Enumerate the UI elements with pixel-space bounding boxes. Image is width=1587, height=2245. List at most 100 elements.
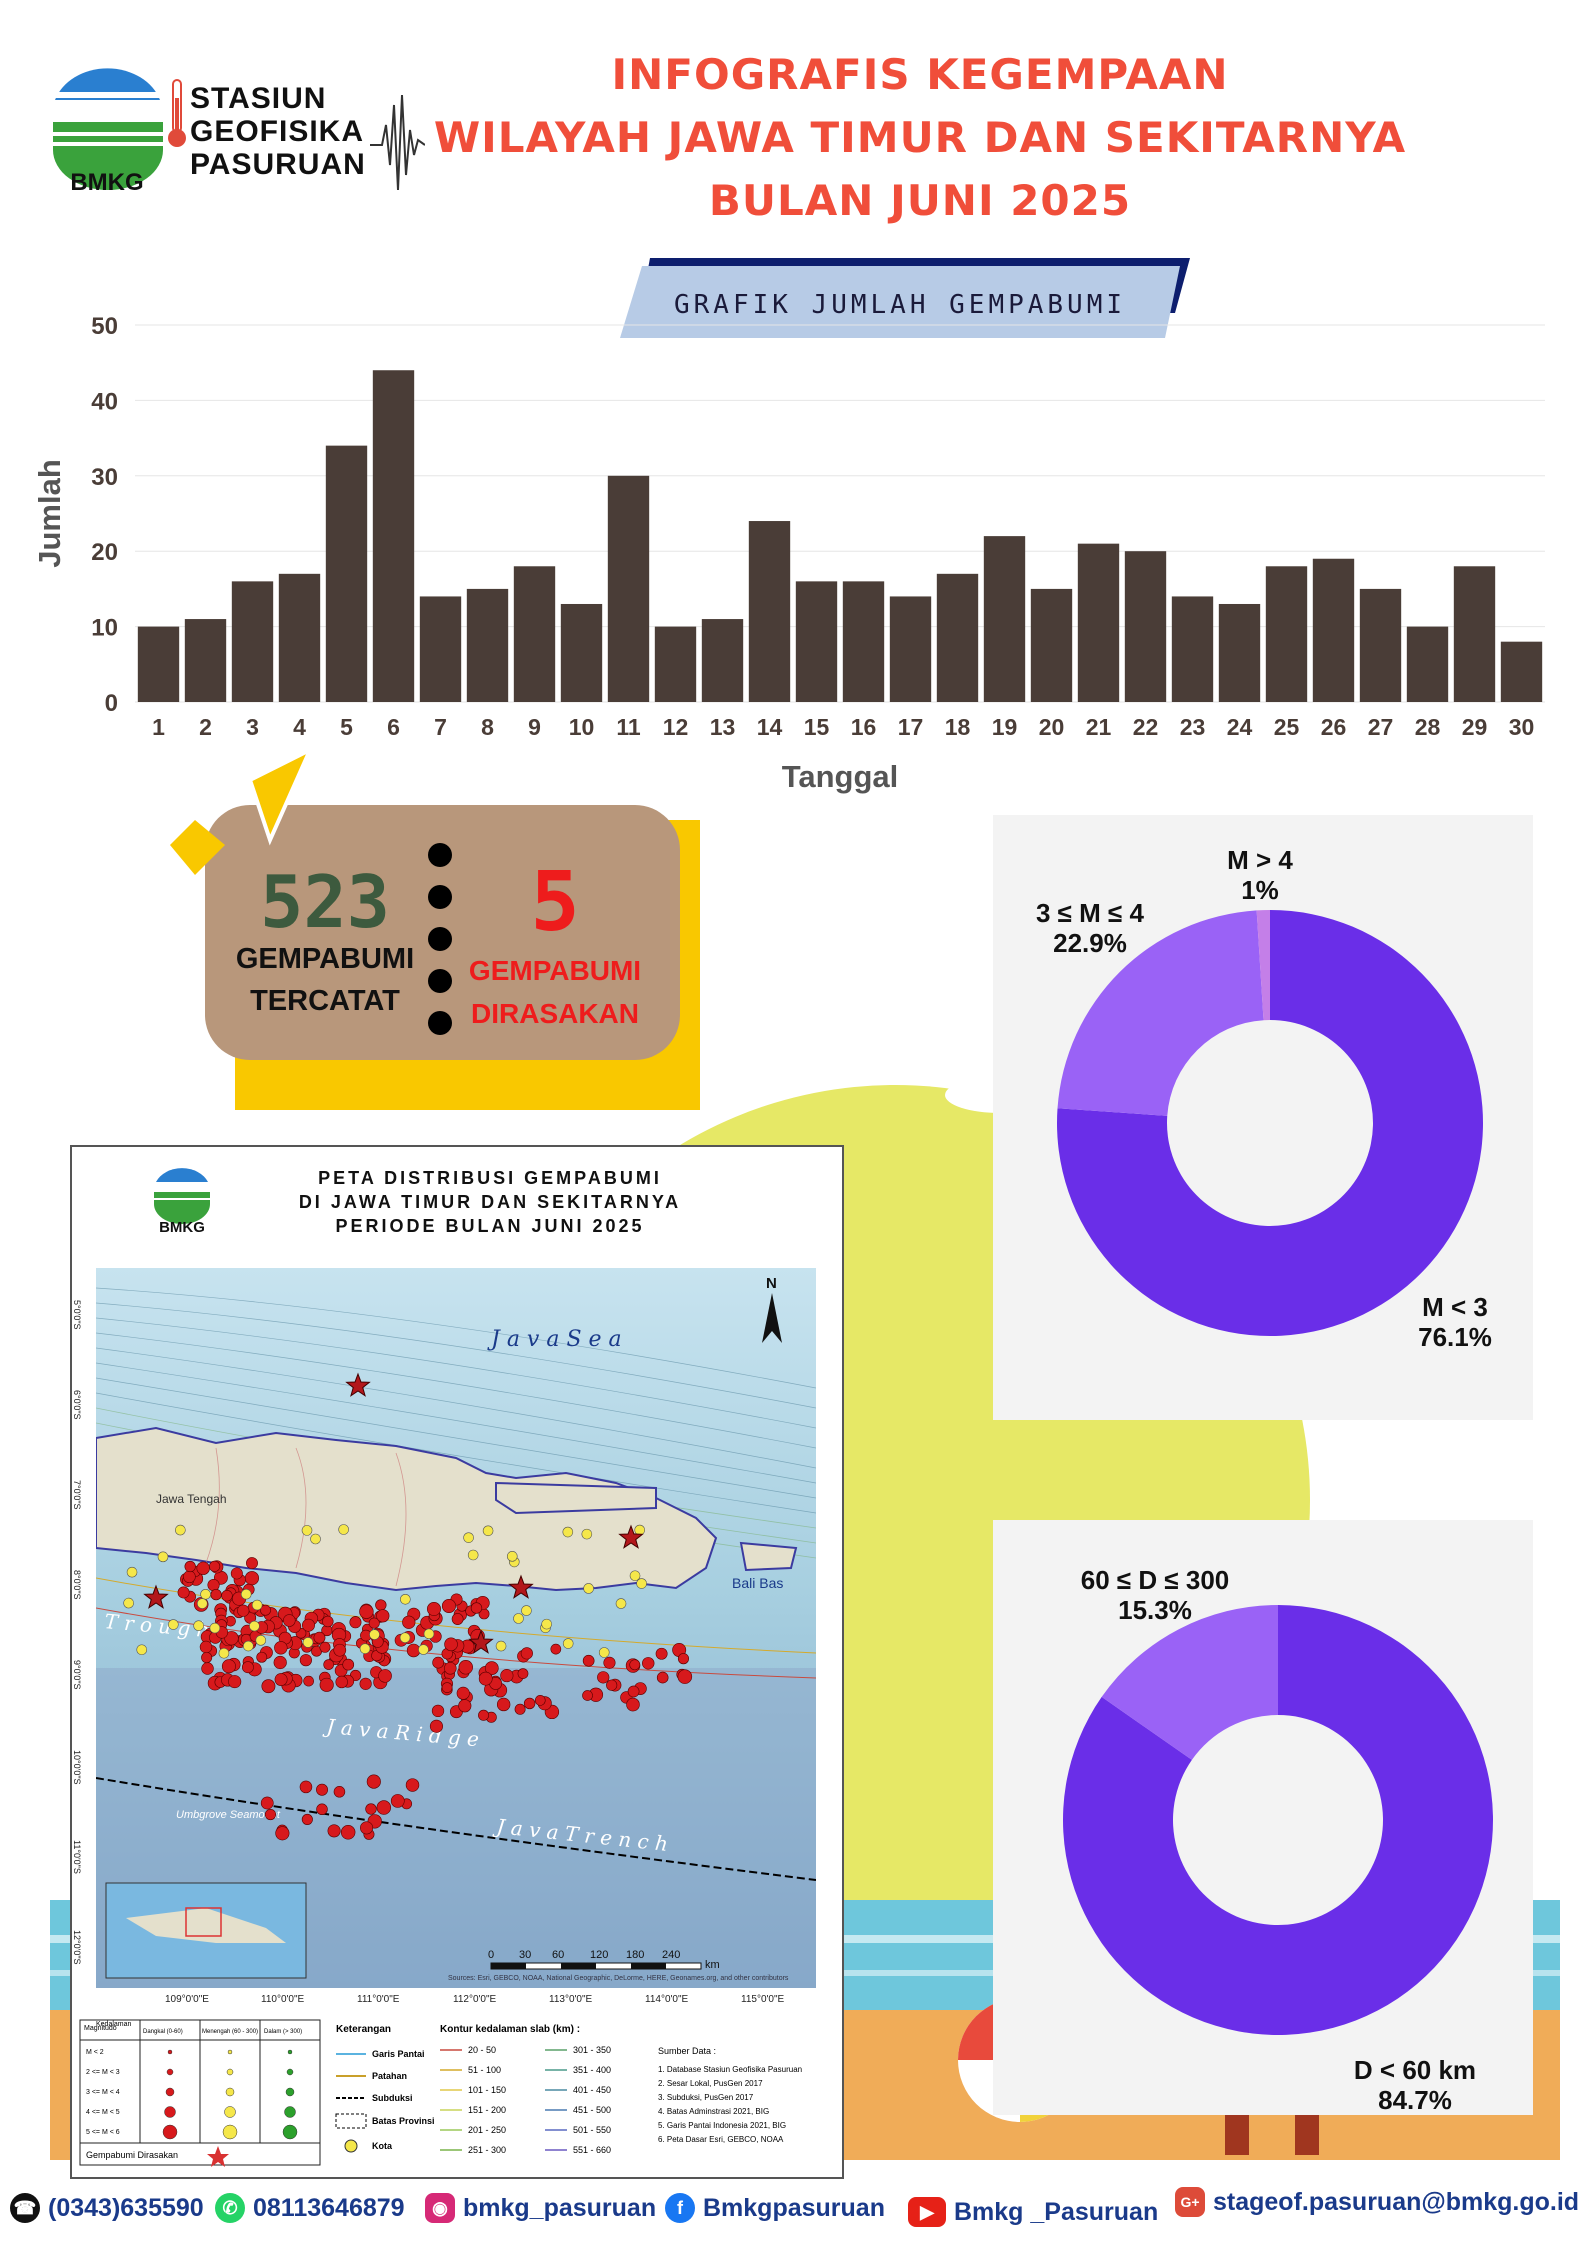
- quake-point: [406, 1643, 421, 1658]
- quake-point: [376, 1609, 390, 1623]
- quake-point: [209, 1560, 221, 1572]
- donut-depth-label-shallow-value: 84.7%: [1378, 2085, 1452, 2115]
- quake-point: [275, 1826, 290, 1841]
- quake-point: [534, 1695, 546, 1706]
- footer-instagram[interactable]: ◉ bmkg_pasuruan: [425, 2193, 656, 2223]
- footer-youtube[interactable]: ▶ Bmkg _Pasuruan: [908, 2197, 1158, 2227]
- contour-range-label: 20 - 50: [468, 2045, 496, 2055]
- contour-range-label: 251 - 300: [468, 2145, 506, 2155]
- quake-point-medium: [463, 1532, 474, 1543]
- quake-point-medium: [636, 1578, 647, 1589]
- bar: [607, 475, 650, 702]
- lon-tick-label: 112°0'0"E: [453, 1994, 497, 2005]
- legend-dot: [227, 2049, 233, 2055]
- quake-point-medium: [193, 1620, 204, 1632]
- instagram-icon: ◉: [425, 2193, 455, 2223]
- felt-label-line-2: DIRASAKAN: [471, 998, 639, 1029]
- quake-point: [402, 1615, 416, 1629]
- quake-point: [319, 1677, 334, 1692]
- footer-email[interactable]: G+ stageof.pasuruan@bmkg.go.id: [1175, 2187, 1579, 2217]
- quake-point: [224, 1631, 239, 1646]
- quake-point: [303, 1675, 314, 1687]
- y-tick-label: 0: [105, 690, 118, 717]
- quake-point: [184, 1560, 196, 1573]
- x-tick-label: 24: [1227, 714, 1253, 740]
- lat-tick-label: 7°0'0"S: [72, 1480, 82, 1510]
- felt-quake-star: [143, 1584, 169, 1609]
- legend-felt-label: Gempabumi Dirasakan: [86, 2150, 178, 2160]
- legend-depth-col-1: Dangkal (0-60): [143, 2029, 183, 2035]
- quake-point-medium: [423, 1628, 435, 1640]
- donut-slice: [1101, 1605, 1278, 1760]
- quake-point: [376, 1800, 392, 1815]
- quake-point: [444, 1637, 458, 1652]
- quake-point-medium: [168, 1619, 179, 1630]
- map-label-bali: Bali Bas: [732, 1575, 783, 1591]
- legend-mag-row-2: 2 <= M < 3: [86, 2069, 120, 2076]
- recorded-count: 523: [259, 860, 391, 944]
- felt-quake-star: [468, 1629, 494, 1654]
- quake-point: [319, 1641, 331, 1653]
- google-plus-icon: G+: [1175, 2187, 1205, 2217]
- y-axis-label: Jumlah: [32, 459, 67, 568]
- quake-point-medium: [157, 1551, 169, 1563]
- quake-point: [333, 1786, 346, 1798]
- map-legend: Magnitudo Kedalaman Dangkal (0-60) Menen…: [79, 2019, 802, 2167]
- quake-point: [603, 1656, 616, 1669]
- footer-whatsapp[interactable]: ✆ 08113646879: [215, 2193, 405, 2223]
- scale-label-5: 240: [662, 1949, 680, 1961]
- quake-point: [496, 1697, 511, 1712]
- bar: [184, 619, 227, 702]
- map-title-line-3: PERIODE BULAN JUNI 2025: [335, 1216, 645, 1236]
- legend-dot: [162, 2124, 178, 2140]
- donut-mag-label-m3-value: 76.1%: [1418, 1322, 1492, 1352]
- lon-tick-label: 113°0'0"E: [549, 1994, 593, 2005]
- quake-point-medium: [249, 1620, 260, 1632]
- quake-point: [427, 1602, 441, 1616]
- x-tick-label: 1: [152, 714, 165, 740]
- lat-tick-label: 12°0'0"S: [72, 1930, 82, 1965]
- quake-point-medium: [136, 1644, 148, 1656]
- legend-source-title: Sumber Data :: [658, 2046, 716, 2056]
- donut-depth-label-mid-name: 60 ≤ D ≤ 300: [1080, 1565, 1230, 1595]
- contour-range-label: 551 - 660: [573, 2145, 611, 2155]
- seismograph-icon: [370, 94, 425, 191]
- quake-point-medium: [583, 1583, 594, 1594]
- legend-source-6: 6. Peta Dasar Esri, GEBCO, NOAA: [658, 2135, 784, 2144]
- bar: [1265, 566, 1308, 702]
- donut-mag-label-m34-value: 22.9%: [1053, 928, 1127, 958]
- north-arrow-icon: N: [762, 1275, 782, 1343]
- footer-facebook-text: Bmkgpasuruan: [703, 2193, 885, 2222]
- quake-point: [429, 1719, 443, 1733]
- chart-banner: GRAFIK JUMLAH GEMPABUMI: [620, 258, 1190, 338]
- bar: [1453, 566, 1496, 702]
- quake-point: [405, 1778, 420, 1792]
- bar: [1124, 551, 1167, 702]
- quake-point-medium: [399, 1632, 411, 1643]
- bar: [1500, 641, 1543, 702]
- quake-point: [210, 1589, 222, 1601]
- quake-point: [316, 1803, 328, 1816]
- quake-point: [301, 1813, 313, 1825]
- quake-point: [458, 1699, 472, 1713]
- legend-keterangan-title: Keterangan: [336, 2024, 391, 2035]
- quake-point: [359, 1604, 374, 1619]
- quake-point: [359, 1677, 372, 1690]
- quake-point-medium: [513, 1613, 524, 1624]
- legend-item-province: Batas Provinsi: [372, 2116, 435, 2126]
- felt-quake-star: [345, 1372, 371, 1397]
- quake-point: [302, 1618, 315, 1632]
- legend-dot: [167, 2049, 173, 2055]
- map-source-note: Sources: Esri, GEBCO, NOAA, National Geo…: [448, 1975, 789, 1982]
- quake-point: [451, 1613, 464, 1625]
- lon-tick-label: 111°0'0"E: [357, 1994, 400, 2005]
- quake-point: [299, 1780, 313, 1794]
- quake-point: [365, 1803, 377, 1815]
- x-tick-label: 12: [663, 714, 689, 740]
- donut-mag-label-m4-name: M > 4: [1227, 845, 1293, 875]
- quake-point: [582, 1654, 595, 1667]
- quake-point-medium: [418, 1644, 429, 1655]
- footer-phone[interactable]: ☎ (0343)635590: [10, 2193, 204, 2223]
- footer-facebook[interactable]: f Bmkgpasuruan: [665, 2193, 885, 2223]
- quake-point: [177, 1586, 190, 1599]
